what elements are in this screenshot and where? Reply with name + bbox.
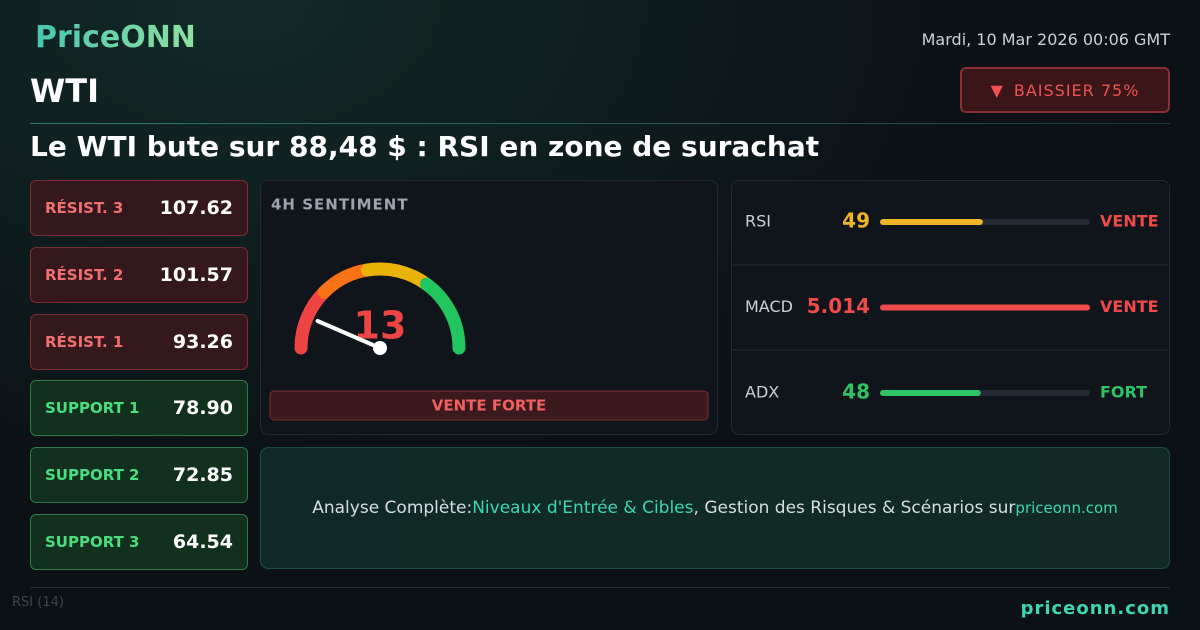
badge-text: BAISSIER 75% — [1013, 80, 1140, 100]
promo-site[interactable]: priceonn.com — [1015, 499, 1118, 517]
level-value: 72.85 — [172, 464, 233, 487]
indicator-bar — [880, 219, 983, 225]
level-card: RÉSIST. 1 93.26 — [30, 313, 248, 370]
level-label: SUPPORT 1 — [45, 399, 140, 418]
indicator-bar — [880, 390, 981, 396]
level-value: 78.90 — [172, 397, 233, 420]
indicator-signal: FORT — [1100, 383, 1147, 402]
indicator-signal: VENTE — [1100, 297, 1159, 316]
level-label: SUPPORT 2 — [45, 466, 140, 485]
sentiment-title: 4H SENTIMENT — [271, 196, 409, 214]
level-value: 101.57 — [159, 263, 233, 286]
indicator-value: 48 — [842, 380, 870, 404]
level-value: 64.54 — [172, 531, 233, 553]
verdict-box — [269, 390, 709, 421]
indicator-name: RSI — [745, 212, 771, 231]
indicator-signal: VENTE — [1100, 212, 1159, 231]
divider — [30, 587, 1170, 588]
promo: Analyse Complète: Niveaux d'Entrée & Cib… — [260, 447, 1170, 569]
gauge: 13 — [294, 262, 466, 355]
promo-rest: , Gestion des Risques & Scénarios sur — [693, 498, 1016, 518]
needle-hub — [373, 341, 387, 355]
symbol: WTI — [30, 72, 100, 110]
promo-link[interactable]: Niveaux d'Entrée & Cibles — [472, 498, 694, 518]
level-label: RÉSIST. 2 — [45, 265, 124, 284]
indicators: RSI 49 VENTE MACD 5.014 VENTE ADX 48 FORT — [745, 209, 1159, 404]
level-card: RÉSIST. 2 101.57 — [30, 246, 248, 303]
indicator-name: MACD — [745, 297, 793, 316]
gauge-arc — [317, 263, 375, 299]
indicator-bar — [880, 304, 1090, 311]
indicator-value: 5.014 — [807, 294, 870, 318]
gauge-needle — [315, 318, 382, 350]
badge: ▼ BAISSIER 75% — [960, 67, 1170, 113]
level-card: SUPPORT 3 64.54 — [30, 514, 248, 570]
level-card: SUPPORT 2 72.85 — [30, 447, 248, 504]
level-label: RÉSIST. 3 — [45, 199, 124, 217]
background-label: RSI (14) — [12, 595, 64, 610]
headline: Le WTI bute sur 88,48 $ : RSI en zone de… — [30, 130, 820, 163]
gauge-arc — [419, 277, 466, 355]
level-value: 107.62 — [159, 197, 233, 219]
down-arrow: ▼ — [990, 80, 1004, 100]
verdict: VENTE FORTE — [432, 397, 546, 415]
indicator-value: 49 — [842, 209, 870, 233]
level-card: RÉSIST. 3 107.62 — [30, 180, 248, 236]
date: Mardi, 10 Mar 2026 00:06 GMT — [921, 30, 1170, 49]
gauge-arc — [361, 262, 433, 291]
level-value: 93.26 — [172, 330, 233, 353]
gauge-arc — [294, 285, 331, 355]
level-label: SUPPORT 3 — [45, 533, 140, 551]
divider — [30, 123, 1170, 124]
promo-lead: Analyse Complète: — [312, 498, 473, 518]
brand: PriceONN — [35, 20, 196, 55]
footer-site: priceonn.com — [1020, 598, 1170, 619]
level-label: RÉSIST. 1 — [45, 332, 124, 351]
level-card: SUPPORT 1 78.90 — [30, 380, 248, 437]
indicator-name: ADX — [745, 383, 779, 402]
